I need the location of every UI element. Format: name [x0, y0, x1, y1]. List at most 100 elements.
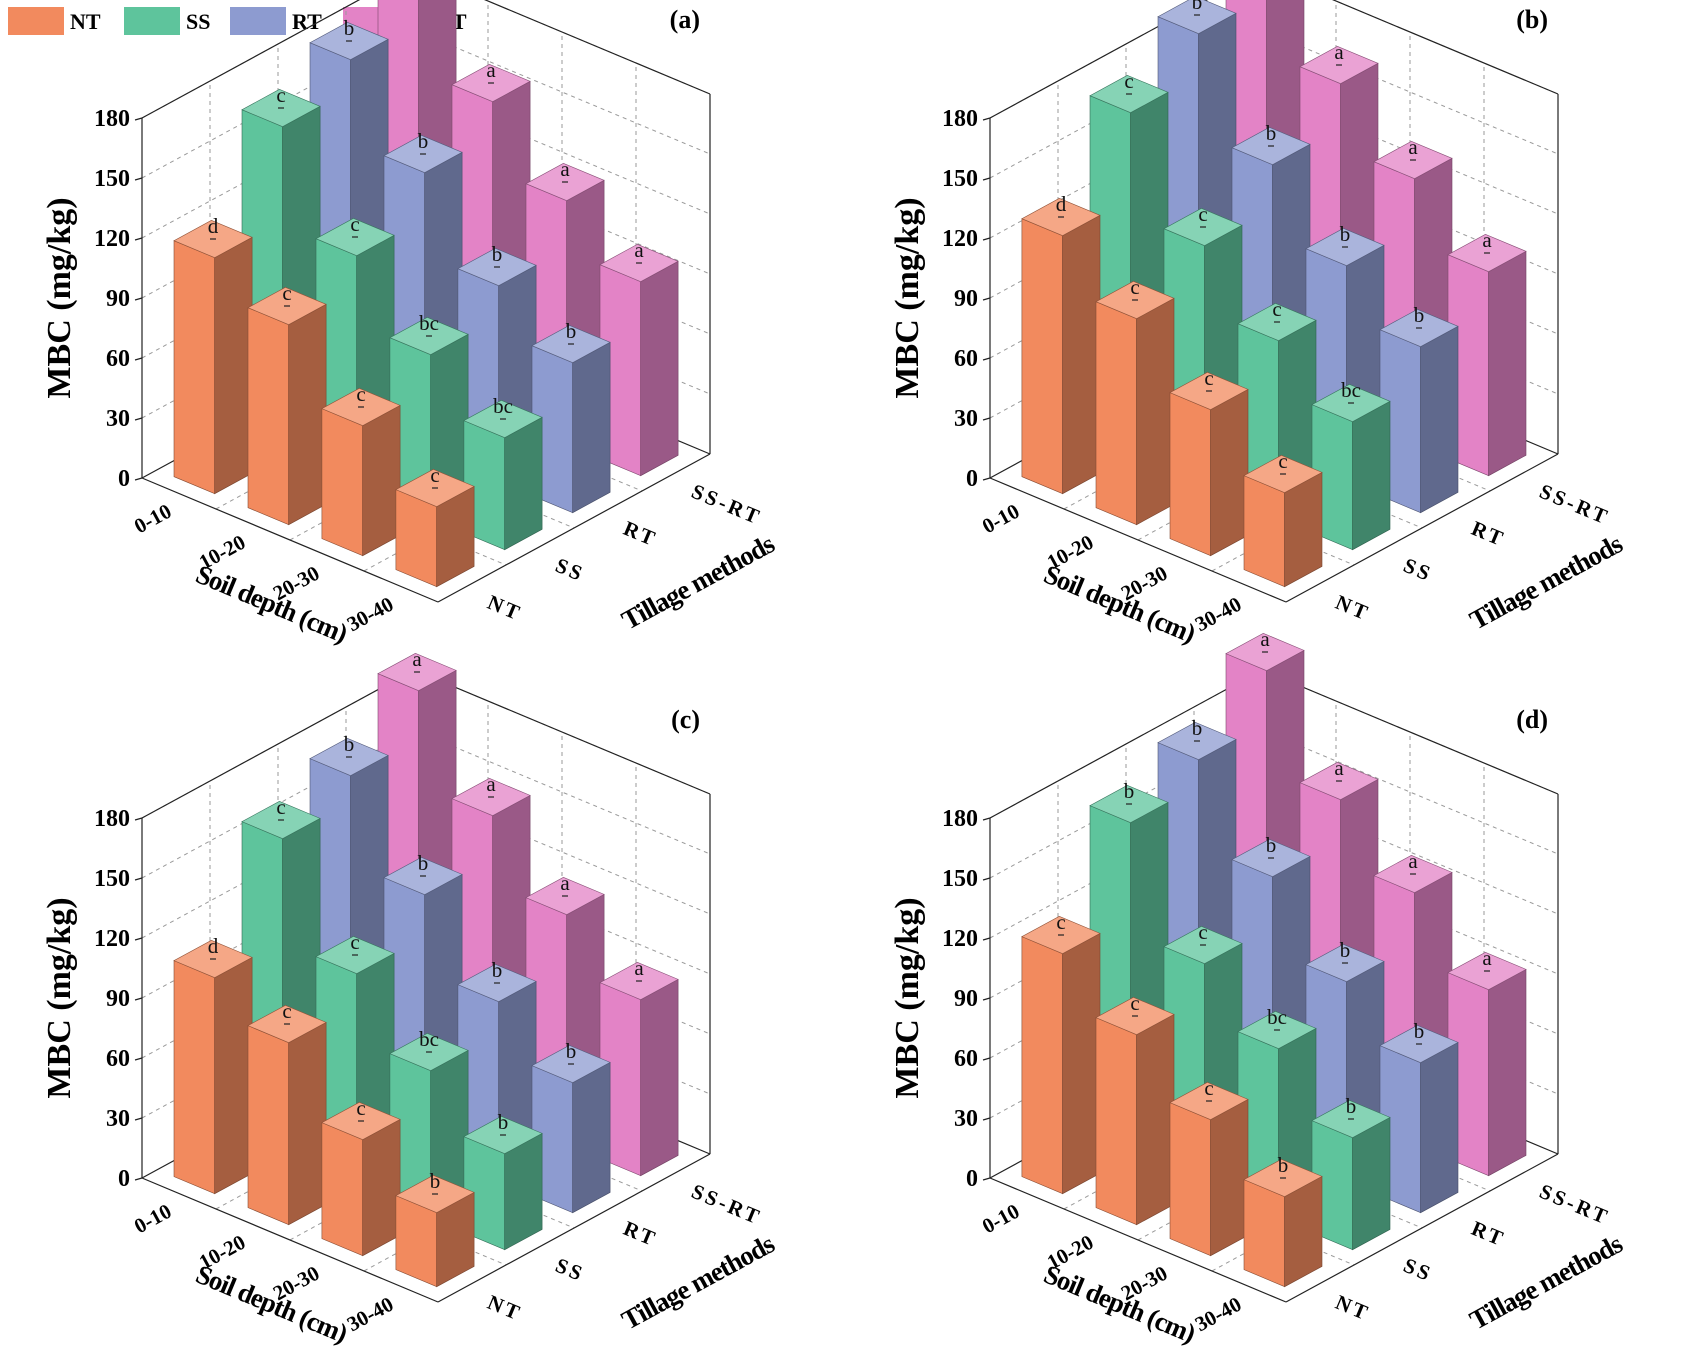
grid-line — [141, 29, 711, 179]
significance-label: c — [1198, 202, 1207, 226]
axis-line — [989, 669, 1263, 819]
bar-nt-30-40: c — [1243, 449, 1323, 588]
bar-face-side — [640, 260, 679, 477]
bar-face-front — [1243, 475, 1285, 588]
y-tick-mark — [982, 1177, 991, 1181]
significance-label: c — [350, 930, 359, 954]
y-axis: 0 30 60 90 120 150 180 — [94, 806, 143, 1192]
significance-label: a — [486, 772, 496, 796]
method-tick-label: SS-RT — [1536, 479, 1613, 530]
bar-face-front — [321, 1122, 364, 1257]
axis-line — [437, 1153, 711, 1303]
bar-rt-30-40: b — [531, 319, 611, 514]
significance-label: a — [560, 157, 570, 181]
bar-nt-20-30: c — [1169, 366, 1249, 557]
legend-swatch-nt — [8, 7, 64, 35]
bar-face-side — [214, 236, 253, 495]
method-tick-label: SS-RT — [688, 479, 765, 530]
y-tick-mark — [134, 817, 143, 821]
bar-nt-0-10: d — [173, 934, 253, 1195]
bar-face-front — [247, 307, 290, 526]
grid-line — [141, 149, 711, 299]
depth-tick-label: 0-10 — [130, 1199, 175, 1238]
y-tick-mark — [134, 1057, 143, 1061]
y-tick-mark — [982, 937, 991, 941]
bar-nt-10-20: c — [1095, 991, 1175, 1226]
significance-label: a — [486, 58, 496, 82]
y-tick-mark — [982, 997, 991, 1001]
significance-label: d — [208, 934, 219, 958]
bar-face-side — [1420, 1041, 1459, 1214]
y-axis-title: MBC (mg/kg) — [41, 197, 78, 398]
y-axis: 0 30 60 90 120 150 180 — [942, 806, 991, 1192]
y-tick-mark — [134, 357, 143, 361]
method-tick-label: NT — [1332, 1290, 1374, 1326]
legend-label: NT — [70, 9, 101, 34]
significance-label: b — [492, 958, 503, 982]
grid-line — [989, 29, 1559, 179]
bar-face-front — [1021, 936, 1063, 1195]
bars: aaaabbbbcccbcdccc — [1021, 0, 1527, 588]
bar-ss-30-40: bc — [1311, 378, 1391, 551]
bar-ss-30-40: bc — [463, 394, 543, 551]
significance-label: b — [1340, 222, 1351, 246]
y-tick-label: 30 — [106, 406, 130, 432]
y-tick-label: 60 — [954, 346, 978, 372]
bar-face-front — [1243, 1179, 1285, 1288]
y-tick-mark — [982, 477, 991, 481]
y-tick-label: 30 — [106, 1106, 130, 1132]
significance-label: b — [1266, 121, 1277, 145]
y-tick-mark — [982, 877, 991, 881]
bar-face-side — [288, 1021, 327, 1226]
bar-face-side — [362, 404, 401, 557]
significance-label: c — [276, 795, 285, 819]
method-tick-label: RT — [1468, 516, 1509, 551]
significance-label: c — [1130, 275, 1139, 299]
bars: aaaabbbbccbcbcdccc — [173, 0, 679, 588]
significance-label: d — [1056, 192, 1067, 216]
significance-label: a — [1260, 627, 1270, 651]
axis-line — [437, 453, 711, 603]
bar-face-side — [504, 416, 543, 551]
significance-label: b — [1414, 303, 1425, 327]
method-tick-label: SS — [1400, 553, 1436, 586]
y-tick-label: 60 — [954, 1046, 978, 1072]
depth-tick-label: 0-10 — [130, 499, 175, 538]
bar-face-side — [362, 1118, 401, 1257]
y-tick-label: 90 — [954, 286, 978, 312]
method-tick-label: NT — [484, 1290, 526, 1326]
y-tick-mark — [134, 117, 143, 121]
y-tick-label: 150 — [942, 866, 978, 892]
bar-nt-30-40: b — [395, 1169, 475, 1288]
method-tick-label: RT — [1468, 1216, 1509, 1251]
legend-swatch-rt — [230, 7, 286, 35]
significance-label: a — [634, 956, 644, 980]
panel-label: (c) — [671, 705, 700, 734]
significance-label: c — [1056, 910, 1065, 934]
method-tick-label: RT — [620, 516, 661, 551]
significance-label: b — [418, 129, 429, 153]
y-tick-mark — [134, 297, 143, 301]
bar-ss-30-40: b — [1311, 1094, 1391, 1251]
bar-rt-30-40: b — [1379, 1019, 1459, 1214]
legend-item-rt: RT — [230, 7, 322, 35]
bar-ss-rt-30-40: a — [599, 956, 679, 1177]
significance-label: b — [1414, 1019, 1425, 1043]
bar-face-side — [214, 956, 253, 1195]
bar-face-side — [1136, 1013, 1175, 1226]
bar-face-side — [1136, 297, 1175, 526]
y-axis-title: MBC (mg/kg) — [889, 197, 926, 398]
significance-label: bc — [493, 394, 513, 418]
significance-label: c — [1204, 1076, 1213, 1100]
bar-face-side — [1352, 1116, 1391, 1251]
bar-nt-30-40: b — [1243, 1153, 1323, 1288]
bar-face-side — [572, 1061, 611, 1214]
y-tick-label: 150 — [94, 166, 130, 192]
y-tick-mark — [134, 997, 143, 1001]
bar-ss-30-40: b — [463, 1110, 543, 1251]
depth-tick-label: 30-40 — [1191, 592, 1246, 637]
significance-label: c — [430, 463, 439, 487]
method-tick-label: SS — [552, 553, 588, 586]
